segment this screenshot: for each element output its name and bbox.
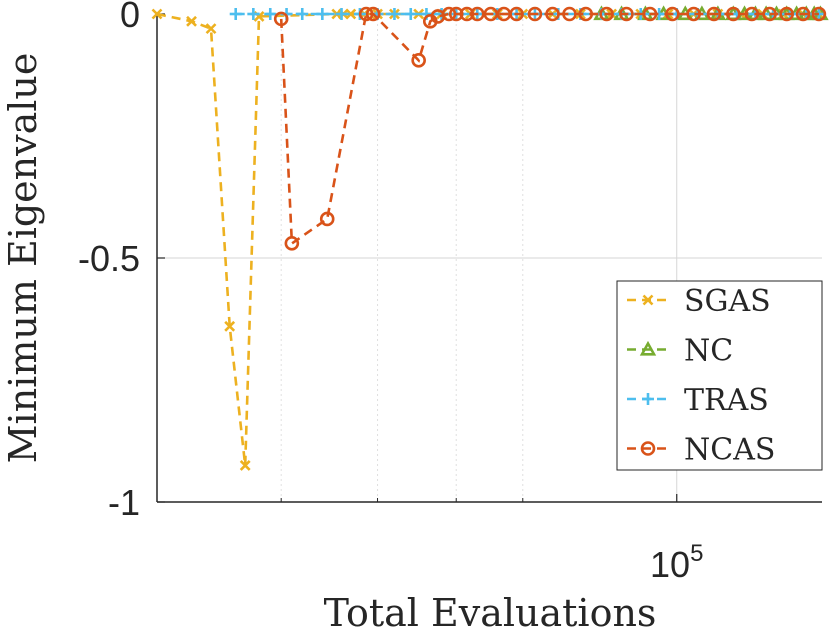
data-point-sgas <box>239 459 251 471</box>
data-point-ncas <box>599 6 614 22</box>
data-point-tras <box>316 8 329 20</box>
data-point-ncas <box>619 6 634 22</box>
data-point-tras <box>404 8 417 20</box>
legend-item-sgas: SGAS <box>627 284 771 319</box>
data-point-ncas <box>686 6 701 22</box>
legend-item-tras: TRAS <box>627 383 769 418</box>
data-point-tras <box>296 8 309 20</box>
data-point-tras <box>264 8 277 20</box>
data-point-ncas <box>469 6 485 22</box>
x-axis-label: Total Evaluations <box>324 591 657 634</box>
legend: SGAS NC TRAS NCAS <box>616 280 823 471</box>
legend-label-nc: NC <box>684 334 733 369</box>
data-point-ncas <box>448 6 464 22</box>
y-axis-label: Minimum Eigenvalue <box>1 53 45 464</box>
legend-label-ncas: NCAS <box>684 433 775 468</box>
data-point-ncas <box>795 6 811 22</box>
data-point-ncas <box>319 211 335 227</box>
legend-marker-nc <box>639 340 657 356</box>
data-point-ncas <box>744 6 760 22</box>
legend-item-nc: NC <box>627 334 733 369</box>
data-point-ncas <box>578 6 594 22</box>
data-point-sgas <box>186 15 197 27</box>
legend-item-ncas: NCAS <box>627 433 775 468</box>
x-tick-label: 105 <box>650 540 703 585</box>
data-point-tras <box>247 8 260 20</box>
data-point-ncas <box>527 6 543 22</box>
data-point-ncas <box>358 6 374 22</box>
data-point-ncas <box>545 6 560 22</box>
series-ncas <box>273 6 827 251</box>
data-point-sgas <box>205 23 217 35</box>
legend-label-tras: TRAS <box>684 383 769 418</box>
data-point-ncas <box>779 6 794 22</box>
legend-label-sgas: SGAS <box>684 284 771 319</box>
data-point-ncas <box>811 6 827 22</box>
data-point-sgas <box>224 320 236 332</box>
data-point-sgas <box>151 8 163 20</box>
y-tick-label: -1 <box>108 482 140 523</box>
data-point-ncas <box>726 6 741 22</box>
data-point-ncas <box>284 236 300 251</box>
series-line-ncas <box>279 12 819 246</box>
data-point-ncas <box>441 6 457 22</box>
data-point-ncas <box>706 6 722 22</box>
grid-layer <box>157 13 822 503</box>
data-point-ncas <box>762 6 777 22</box>
tick-layer: 105 0 -0.5 -1 <box>78 0 703 585</box>
data-point-ncas <box>665 6 680 22</box>
series-layer <box>151 5 829 471</box>
data-point-ncas <box>562 6 577 22</box>
legend-marker-sgas <box>642 294 654 306</box>
legend-box <box>616 280 823 471</box>
data-point-ncas <box>411 53 426 68</box>
legend-marker-tras <box>642 393 654 405</box>
data-point-ncas <box>273 11 289 27</box>
data-point-ncas <box>642 6 658 22</box>
y-tick-label: -0.5 <box>78 238 140 279</box>
data-point-tras <box>388 8 401 20</box>
data-point-ncas <box>459 6 475 22</box>
data-point-ncas <box>365 6 381 22</box>
data-point-sgas <box>345 8 357 20</box>
legend-marker-ncas <box>640 441 656 456</box>
data-point-ncas <box>509 6 524 22</box>
y-tick-label: 0 <box>120 0 140 35</box>
data-point-tras <box>335 8 348 20</box>
data-point-tras <box>229 8 242 20</box>
